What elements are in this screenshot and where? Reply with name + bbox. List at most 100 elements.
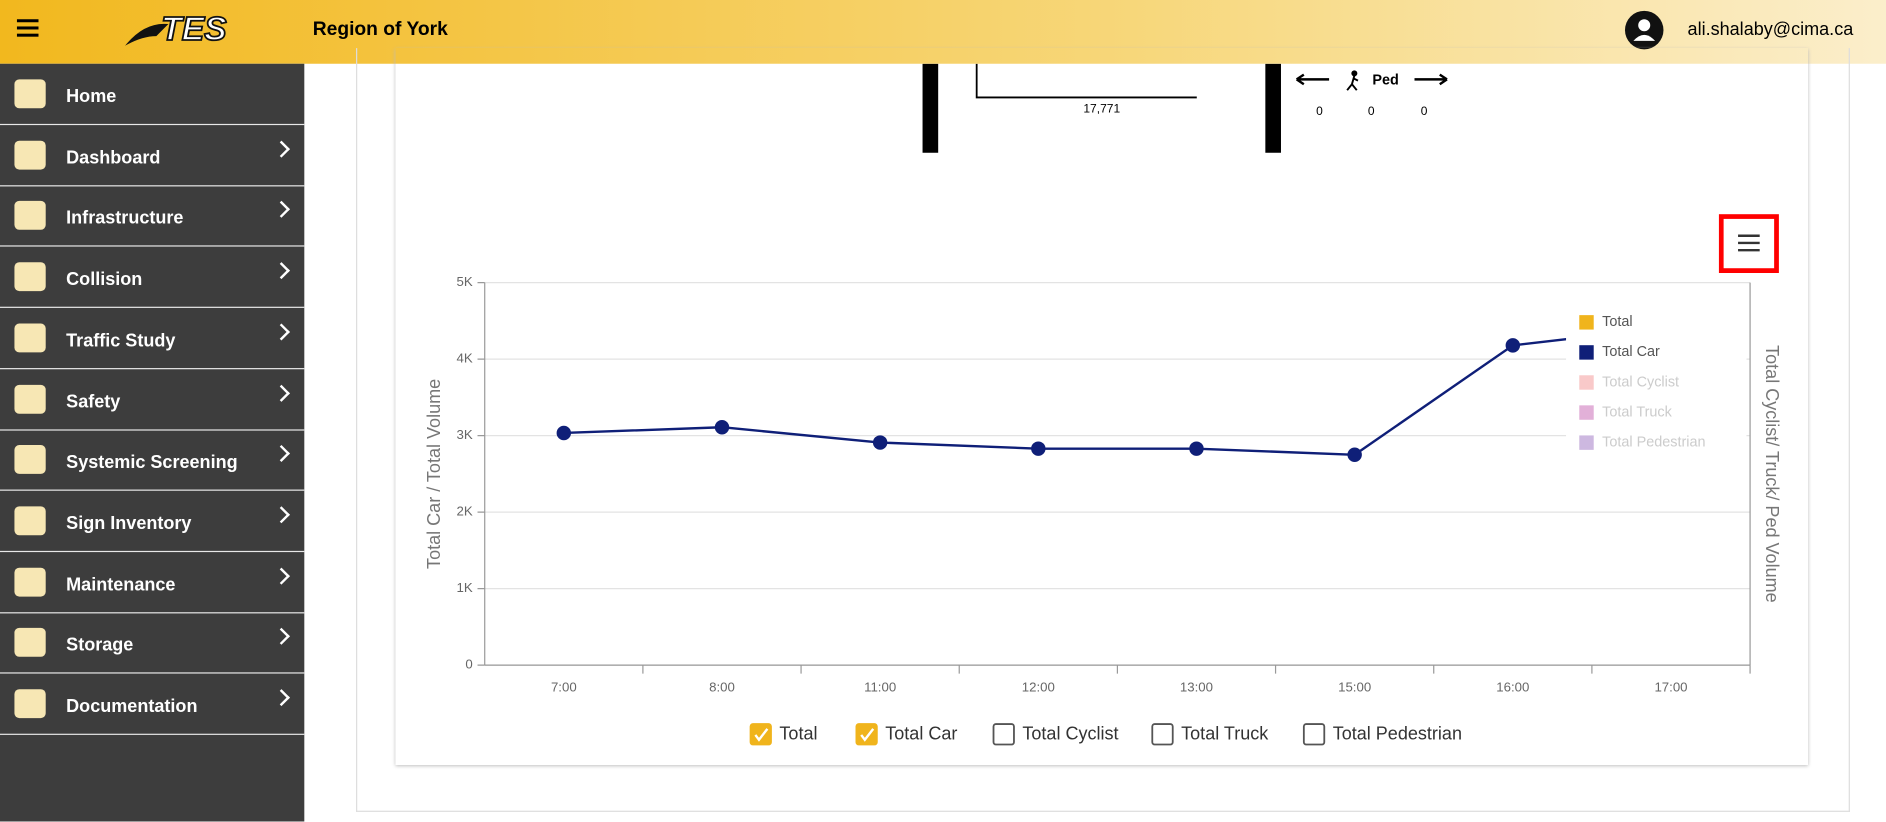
nav-label: Storage <box>66 635 134 656</box>
ped-label: Ped <box>1372 72 1398 88</box>
nav-icon <box>14 384 46 414</box>
chevron <box>272 140 290 158</box>
checkbox-label[interactable]: Total Truck <box>1181 724 1269 744</box>
diagram: 17,771 Ped 0 0 0 <box>922 63 1448 153</box>
chevron <box>272 567 290 585</box>
nav-icon <box>14 689 46 719</box>
checkbox-label[interactable]: Total Pedestrian <box>1333 724 1462 744</box>
point <box>1347 447 1362 462</box>
y-axis-title: Total Car / Total Volume <box>424 379 444 569</box>
legend-swatch <box>1579 405 1594 420</box>
checkbox-label[interactable]: Total <box>779 724 817 744</box>
y-tick-label: 1K <box>457 580 473 595</box>
legend-swatch <box>1579 375 1594 390</box>
checkbox-label[interactable]: Total Car <box>885 724 957 744</box>
x-tick-label: 7:00 <box>551 680 577 695</box>
chevron <box>272 628 290 646</box>
x-tick-label: 8:00 <box>709 680 735 695</box>
nav-item[interactable]: Storage <box>0 613 305 674</box>
y-tick-label: 5K <box>457 274 473 289</box>
point <box>872 435 888 450</box>
checkbox[interactable] <box>1151 723 1174 746</box>
nav-item[interactable]: Safety <box>0 369 305 431</box>
legend-swatch <box>1579 345 1594 360</box>
nav-label: Systemic Screening <box>66 452 238 473</box>
legend-swatch <box>1579 435 1594 450</box>
user-email[interactable]: ali.shalaby@cima.ca <box>1687 19 1854 40</box>
x-tick-label: 13:00 <box>1180 680 1213 695</box>
y-tick-label: 2K <box>457 504 473 519</box>
y-tick-label: 3K <box>457 427 473 442</box>
panel <box>356 48 1850 812</box>
nav-label: Sign Inventory <box>66 513 192 534</box>
x-tick-label: 16:00 <box>1496 680 1529 695</box>
chevron <box>272 506 290 524</box>
y2-axis-title: Total Cyclist/ Truck/ Ped Volume <box>1762 345 1782 603</box>
nav-item[interactable]: Systemic Screening <box>0 430 305 491</box>
nav-icon <box>14 79 46 109</box>
chevron <box>272 384 290 402</box>
x-tick-label: 15:00 <box>1338 680 1371 695</box>
nav-item[interactable]: Collision <box>0 247 305 309</box>
legend-label: Total <box>1602 314 1632 330</box>
nav-label: Maintenance <box>66 574 176 595</box>
nav-label: Traffic Study <box>66 330 176 351</box>
x-tick-label: 12:00 <box>1022 680 1055 695</box>
nav-item[interactable]: Dashboard <box>0 125 305 187</box>
nav-label: Home <box>66 86 117 108</box>
nav-icon <box>14 628 46 658</box>
point <box>1505 338 1521 353</box>
checkbox[interactable] <box>749 723 772 746</box>
nav-item[interactable]: Home <box>0 64 305 126</box>
chart: 0 1K 2K 3K 4K 5K 7:00 8:00 11:00 12:00 13:00 15:00 1… <box>424 274 1782 746</box>
point <box>1189 441 1204 456</box>
sidebar: Home Dashboard Infrastructure Collision Traf… <box>0 63 305 822</box>
checkbox[interactable] <box>992 723 1015 746</box>
nav-icon <box>14 140 46 170</box>
chevron <box>272 323 290 341</box>
logo-text: TES <box>161 11 227 48</box>
nav-item[interactable]: Documentation <box>0 674 305 735</box>
x-tick-label: 11:00 <box>864 680 896 695</box>
point <box>1031 441 1046 456</box>
chevron <box>272 262 290 280</box>
avatar[interactable] <box>1624 10 1665 51</box>
point <box>556 425 572 441</box>
legend-label: Total Truck <box>1602 404 1673 420</box>
nav-icon <box>14 201 46 231</box>
y-tick-label: 0 <box>465 657 472 672</box>
legend-label: Total Car <box>1602 344 1660 360</box>
nav-label: Documentation <box>66 696 198 717</box>
checkbox[interactable] <box>855 723 878 746</box>
nav-label: Infrastructure <box>66 208 184 230</box>
header: TES Region of York ali.shalaby@cima.ca <box>0 0 1886 64</box>
check-mark <box>860 728 875 742</box>
nav-item[interactable]: Traffic Study <box>0 308 305 370</box>
chevron <box>272 689 290 707</box>
nav-label: Dashboard <box>66 147 161 169</box>
nav-item[interactable]: Sign Inventory <box>0 491 305 552</box>
nav-icon <box>14 506 46 536</box>
nav-item[interactable]: Infrastructure <box>0 186 305 248</box>
checkbox-label[interactable]: Total Cyclist <box>1022 724 1118 744</box>
chevron <box>272 445 290 463</box>
checkbox[interactable] <box>1302 723 1326 746</box>
chevron <box>272 201 290 219</box>
legend-background <box>1566 305 1747 456</box>
chart-menu-button[interactable] <box>1718 214 1779 274</box>
total-count: 17,771 <box>1083 102 1120 116</box>
nav-icon <box>14 262 46 292</box>
ped-count: 0 <box>1368 104 1375 118</box>
check-mark <box>754 728 769 742</box>
nav-item[interactable]: Maintenance <box>0 552 305 613</box>
nav-icon <box>14 445 46 475</box>
region: Region of York <box>312 19 448 40</box>
line <box>563 325 1672 456</box>
x-tick-label: 17:00 <box>1654 680 1687 695</box>
nav-icon <box>14 567 46 597</box>
legend-label: Total Pedestrian <box>1602 434 1705 450</box>
nav-label: Safety <box>66 391 121 412</box>
menu-button[interactable] <box>16 17 41 41</box>
logo: TES <box>125 10 228 49</box>
